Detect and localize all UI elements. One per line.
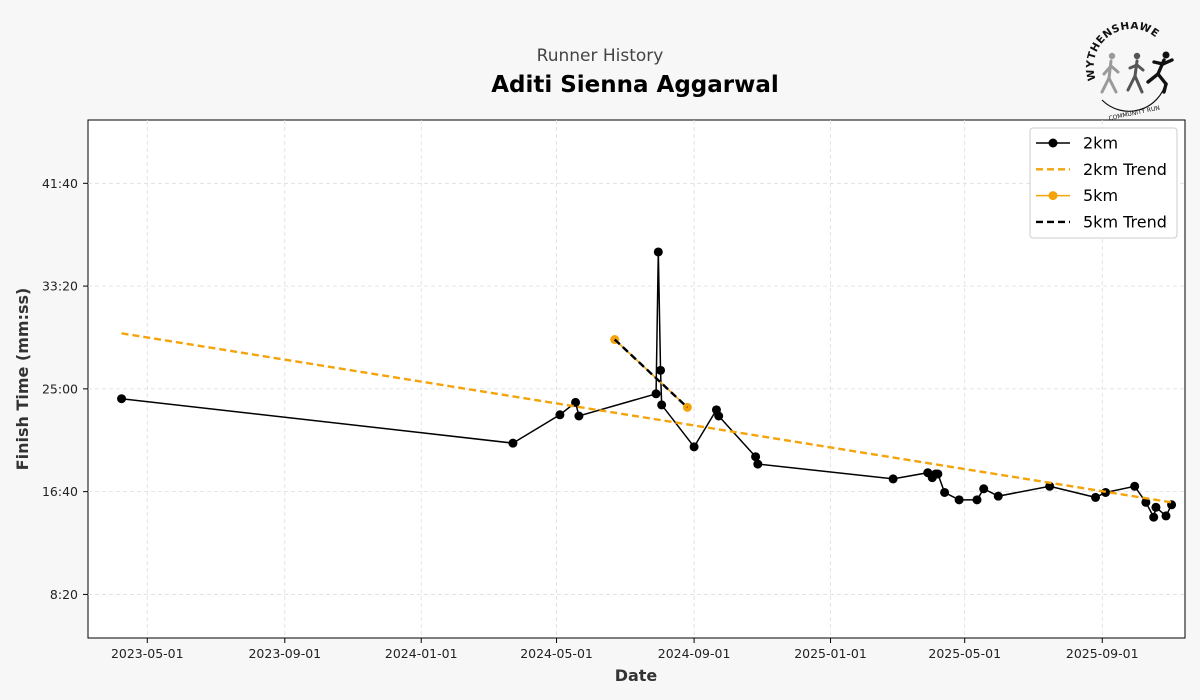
x-axis-label: Date: [615, 666, 658, 685]
x-tick-label: 2024-01-01: [385, 646, 458, 661]
data-series: [117, 247, 1177, 522]
series-line-5km-trend: [613, 338, 689, 409]
x-axis: 2023-05-01 2023-09-01 2024-01-01 2024-05-01…: [111, 638, 1139, 661]
data-point-2km: [979, 484, 989, 494]
data-point-2km: [651, 389, 661, 399]
plot-area: [87, 119, 1186, 639]
data-point-2km: [1045, 481, 1055, 491]
legend-marker-5km: [1048, 191, 1058, 201]
x-tick-label: 2025-09-01: [1066, 646, 1139, 661]
series-2km: [117, 247, 1177, 522]
data-point-2km: [689, 442, 699, 452]
data-point-2km: [751, 452, 761, 462]
grid-lines: [88, 120, 1185, 638]
y-tick-label: 16:40: [42, 484, 78, 499]
series-5km-trend: [613, 338, 689, 409]
data-point-2km: [117, 394, 127, 404]
legend-label-2km: 2km: [1083, 134, 1118, 153]
y-tick-label: 8:20: [50, 587, 78, 602]
x-tick-label: 2023-05-01: [111, 646, 184, 661]
legend-box: [1029, 127, 1178, 239]
legend-label-5km: 5km: [1083, 186, 1118, 205]
data-point-2km: [714, 411, 724, 421]
data-point-2km: [1161, 511, 1171, 521]
chart-title: Aditi Sienna Aggarwal: [491, 72, 779, 98]
data-point-2km: [656, 365, 666, 375]
x-tick-label: 2025-05-01: [928, 646, 1001, 661]
x-tick-label: 2024-05-01: [520, 646, 593, 661]
y-tick-label: 25:00: [42, 381, 78, 396]
data-point-2km: [657, 400, 667, 410]
series-line-2km-trend: [121, 332, 1172, 504]
legend: 2km 2km Trend 5km 5km Trend: [1029, 127, 1178, 239]
data-point-2km: [1141, 497, 1151, 507]
y-tick-label: 33:20: [42, 279, 78, 294]
data-point-2km: [508, 438, 518, 448]
x-tick-label: 2023-09-01: [248, 646, 321, 661]
data-point-2km: [1149, 512, 1159, 522]
data-point-2km: [555, 410, 565, 420]
y-axis: 8:20 16:40 25:00 33:20 41:40: [42, 176, 88, 602]
x-tick-label: 2024-09-01: [658, 646, 731, 661]
data-point-2km: [653, 247, 663, 257]
chart-subtitle: Runner History: [536, 46, 664, 66]
y-axis-label: Finish Time (mm:ss): [13, 288, 32, 471]
series-2km-trend: [121, 332, 1172, 504]
legend-marker-2km: [1048, 138, 1058, 148]
x-tick-label: 2025-01-01: [794, 646, 867, 661]
data-point-2km: [1091, 492, 1101, 502]
data-point-2km: [753, 459, 763, 469]
data-point-2km: [574, 411, 584, 421]
legend-label-2km-trend: 2km Trend: [1083, 160, 1167, 179]
legend-label-5km-trend: 5km Trend: [1083, 212, 1167, 231]
data-point-2km: [972, 495, 982, 505]
data-point-2km: [954, 495, 964, 505]
data-point-2km: [1130, 481, 1140, 491]
runners-logo-icon: WYTHENSHAWE COMMUNITY RUN: [1084, 22, 1174, 120]
data-point-2km: [888, 474, 898, 484]
data-point-2km: [940, 487, 950, 497]
y-tick-label: 41:40: [42, 176, 78, 191]
data-point-2km: [1151, 502, 1161, 512]
data-point-2km: [993, 491, 1003, 501]
data-point-2km: [933, 469, 943, 479]
data-point-2km: [571, 397, 581, 407]
